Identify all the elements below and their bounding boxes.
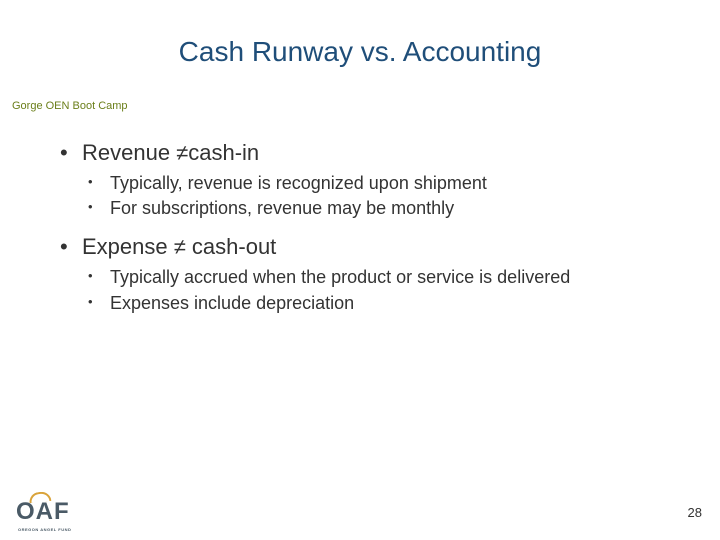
bullet-level-2: Typically accrued when the product or se… [88, 266, 670, 289]
logo-subtext: OREGON ANGEL FUND [18, 527, 71, 532]
page-number: 28 [688, 505, 702, 520]
logo: OAF OREGON ANGEL FUND [16, 498, 70, 526]
logo-main-text: OAF [16, 498, 70, 525]
bullet-level-1: Revenue ≠cash-in [60, 138, 670, 168]
slide-content: Revenue ≠cash-in Typically, revenue is r… [60, 138, 670, 317]
bullet-level-2: Expenses include depreciation [88, 292, 670, 315]
logo-text: OAF OREGON ANGEL FUND [16, 498, 70, 526]
bullet-level-1: Expense ≠ cash-out [60, 232, 670, 262]
slide-subtitle: Gorge OEN Boot Camp [12, 100, 128, 112]
bullet-level-2: Typically, revenue is recognized upon sh… [88, 172, 670, 195]
slide-title: Cash Runway vs. Accounting [0, 36, 720, 68]
bullet-level-2: For subscriptions, revenue may be monthl… [88, 197, 670, 220]
slide: Cash Runway vs. Accounting Gorge OEN Boo… [0, 0, 720, 540]
